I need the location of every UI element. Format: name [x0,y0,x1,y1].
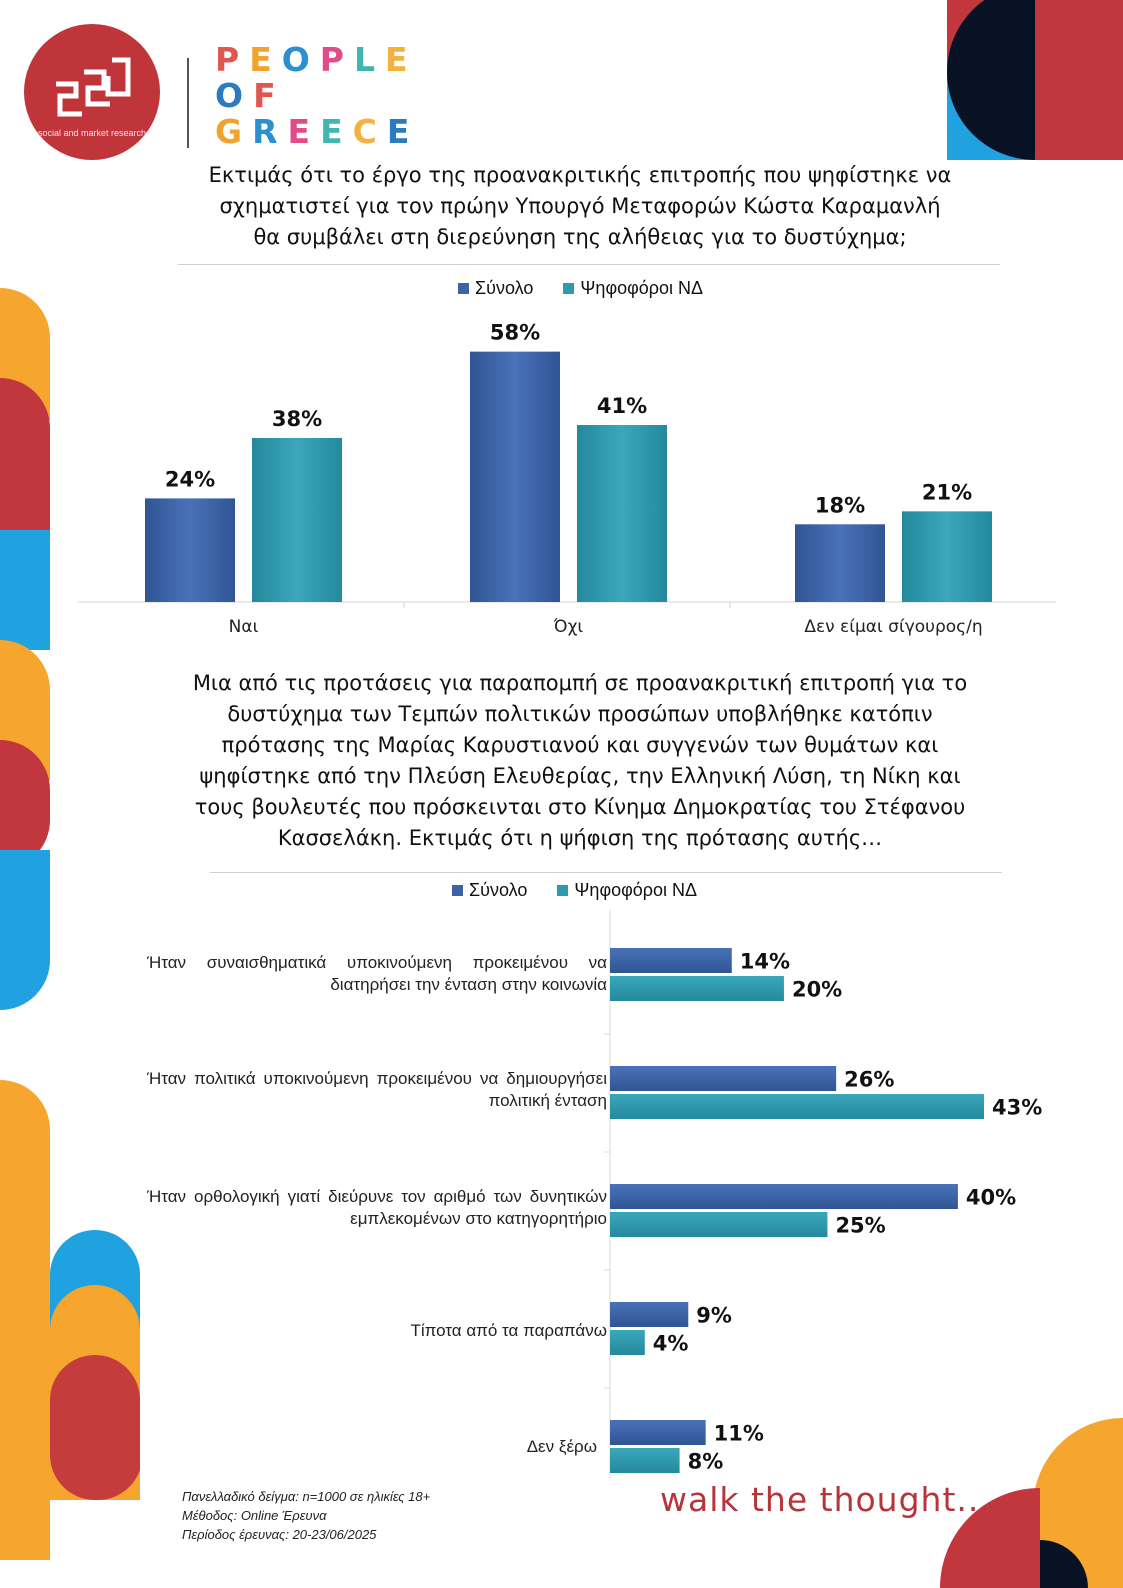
chart2-data-label: 26% [844,1068,894,1092]
chart2-bar [610,1212,828,1237]
tagline: walk the thought... [660,1480,991,1519]
chart1-data-label: 41% [597,394,647,418]
pog-letter: E [249,40,282,79]
question2-divider [210,872,1002,873]
question2-title: Μια από τις προτάσεις για παραπομπή σε π… [150,668,1010,854]
chart2-bar [610,1066,837,1091]
legend-label-total: Σύνολο [469,880,528,900]
pog-letter: F [253,76,286,115]
pog-line-3: GREECE [215,114,419,150]
logo-subtitle: social and market research [37,128,147,138]
pog-letter: P [215,40,250,79]
chart2-data-label: 8% [688,1450,724,1474]
chart1-bar [795,524,885,602]
chart2-bar [610,1184,958,1209]
pog-letter: E [385,40,418,79]
pog-letter: R [252,112,288,151]
pog-letter: E [287,112,321,151]
chart1-bar [252,437,342,602]
pog-line-1: PEOPLE [215,42,419,78]
chart1-data-label: 18% [815,493,865,517]
chart1-bar [902,511,992,602]
pog-letter: G [215,112,253,151]
chart1-data-label: 38% [272,407,322,431]
chart1-bar [145,498,235,602]
question1-divider [178,264,1000,265]
chart2-data-label: 11% [714,1422,764,1446]
legend-swatch-nd [557,885,569,896]
footnote-method: Μέθοδος: Online Έρευνα [182,1508,327,1523]
sed-logo-mark-icon [56,57,131,117]
chart2-bar [610,1420,706,1445]
question1-title-line: Εκτιμάς ότι το έργο της προανακριτικής ε… [208,163,952,187]
question2-title-line: πρότασης της Μαρίας Καρυστιανού και συγγ… [221,733,939,757]
legend-label-total: Σύνολο [475,278,534,298]
question1-title-line: σχηματιστεί για τον πρώην Υπουργό Μεταφο… [219,194,941,218]
chart2-data-label: 25% [835,1214,885,1238]
legend-swatch-total [452,885,463,896]
chart2-data-label: 14% [740,950,790,974]
pog-letter: E [320,112,353,151]
chart2-category-label: Ήταν πολιτικά υποκινούμενη προκειμένου ν… [147,1069,607,1110]
chart2-bar [610,976,784,1001]
question2-title-line: ψηφίστηκε από την Πλεύση Ελευθερίας, την… [199,764,961,788]
chart2-bar [610,1302,689,1327]
question2-title-line: Μια από τις προτάσεις για παραπομπή σε π… [192,671,968,695]
chart2-category-label: Δεν ξέρω [526,1437,597,1456]
chart1-data-label: 24% [165,467,215,491]
chart1-bar [577,425,667,602]
question1-title-line: θα συμβάλει στη διερεύνηση της αλήθειας … [253,225,907,249]
question2-title-line: δυστύχημα των Τεμπών πολιτικών προσώπων … [227,702,933,726]
question1-title: Εκτιμάς ότι το έργο της προανακριτικής ε… [150,160,1010,253]
legend-swatch-total [458,283,469,294]
sed-logo: social and market research [24,24,160,160]
chart2-category-label: Ήταν συναισθηματικά υποκινούμενη προκειμ… [147,953,607,994]
chart2-category-label: Ήταν ορθολογική γιατί διεύρυνε τον αριθμ… [147,1187,607,1228]
pog-letter: E [386,112,420,151]
people-of-greece-logo: PEOPLE OF GREECE [215,42,419,150]
logo-divider [187,58,189,148]
chart2-bar [610,948,732,973]
chart2-data-label: 9% [696,1304,732,1328]
chart2-data-label: 43% [992,1096,1042,1120]
chart1-data-label: 21% [922,480,972,504]
chart2-legend: Σύνολο Ψηφοφόροι ΝΔ [452,880,719,901]
legend-item-total: Σύνολο [452,880,527,901]
pog-letter: P [319,40,354,79]
chart1-category-label: Δεν είμαι σίγουρος/η [804,617,982,637]
question2-title-line: τους βουλευτές που πρόσκεινται στο Κίνημ… [194,795,966,819]
legend-item-nd: Ψηφοφόροι ΝΔ [557,880,697,901]
chart1-category-label: Ναι [229,617,259,637]
chart2-data-label: 20% [792,978,842,1002]
legend-label-nd: Ψηφοφόροι ΝΔ [574,880,698,900]
pog-letter: O [281,40,320,79]
chart1-data-label: 58% [490,321,540,345]
pog-letter: C [352,112,387,151]
pog-letter: O [215,76,254,115]
chart1-category-label: Όχι [553,617,584,637]
chart2-category-label: Τίποτα από τα παραπάνω [410,1321,607,1340]
chart2-data-label: 4% [653,1332,689,1356]
chart1-bar [470,351,560,602]
question2-title-line: Κασσελάκη. Εκτιμάς ότι η ψήφιση της πρότ… [277,826,883,850]
pog-line-2: OF [215,78,419,114]
chart2-bar [610,1330,645,1355]
chart2-bar [610,1448,680,1473]
footnote-period: Περίοδος έρευνας: 20-23/06/2025 [182,1527,377,1542]
survey-footnote: Πανελλαδικό δείγμα: n=1000 σε ηλικίες 18… [182,1487,430,1544]
legend-item-total: Σύνολο [458,278,533,299]
chart2-data-label: 40% [966,1186,1016,1210]
pog-letter: L [353,40,386,79]
footnote-sample: Πανελλαδικό δείγμα: n=1000 σε ηλικίες 18… [182,1489,431,1504]
legend-item-nd: Ψηφοφόροι ΝΔ [563,278,703,299]
legend-swatch-nd [563,283,575,294]
legend-label-nd: Ψηφοφόροι ΝΔ [580,278,704,298]
chart1-legend: Σύνολο Ψηφοφόροι ΝΔ [458,278,725,299]
chart2-bar [610,1094,984,1119]
chart1-vertical-bar: 24% 38% Ναι 58% 41% Όχι 18% 21% Δεν είμαι σίγουρ… [78,321,1056,637]
